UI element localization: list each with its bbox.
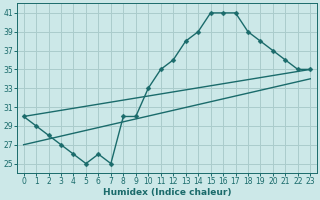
X-axis label: Humidex (Indice chaleur): Humidex (Indice chaleur) xyxy=(103,188,231,197)
